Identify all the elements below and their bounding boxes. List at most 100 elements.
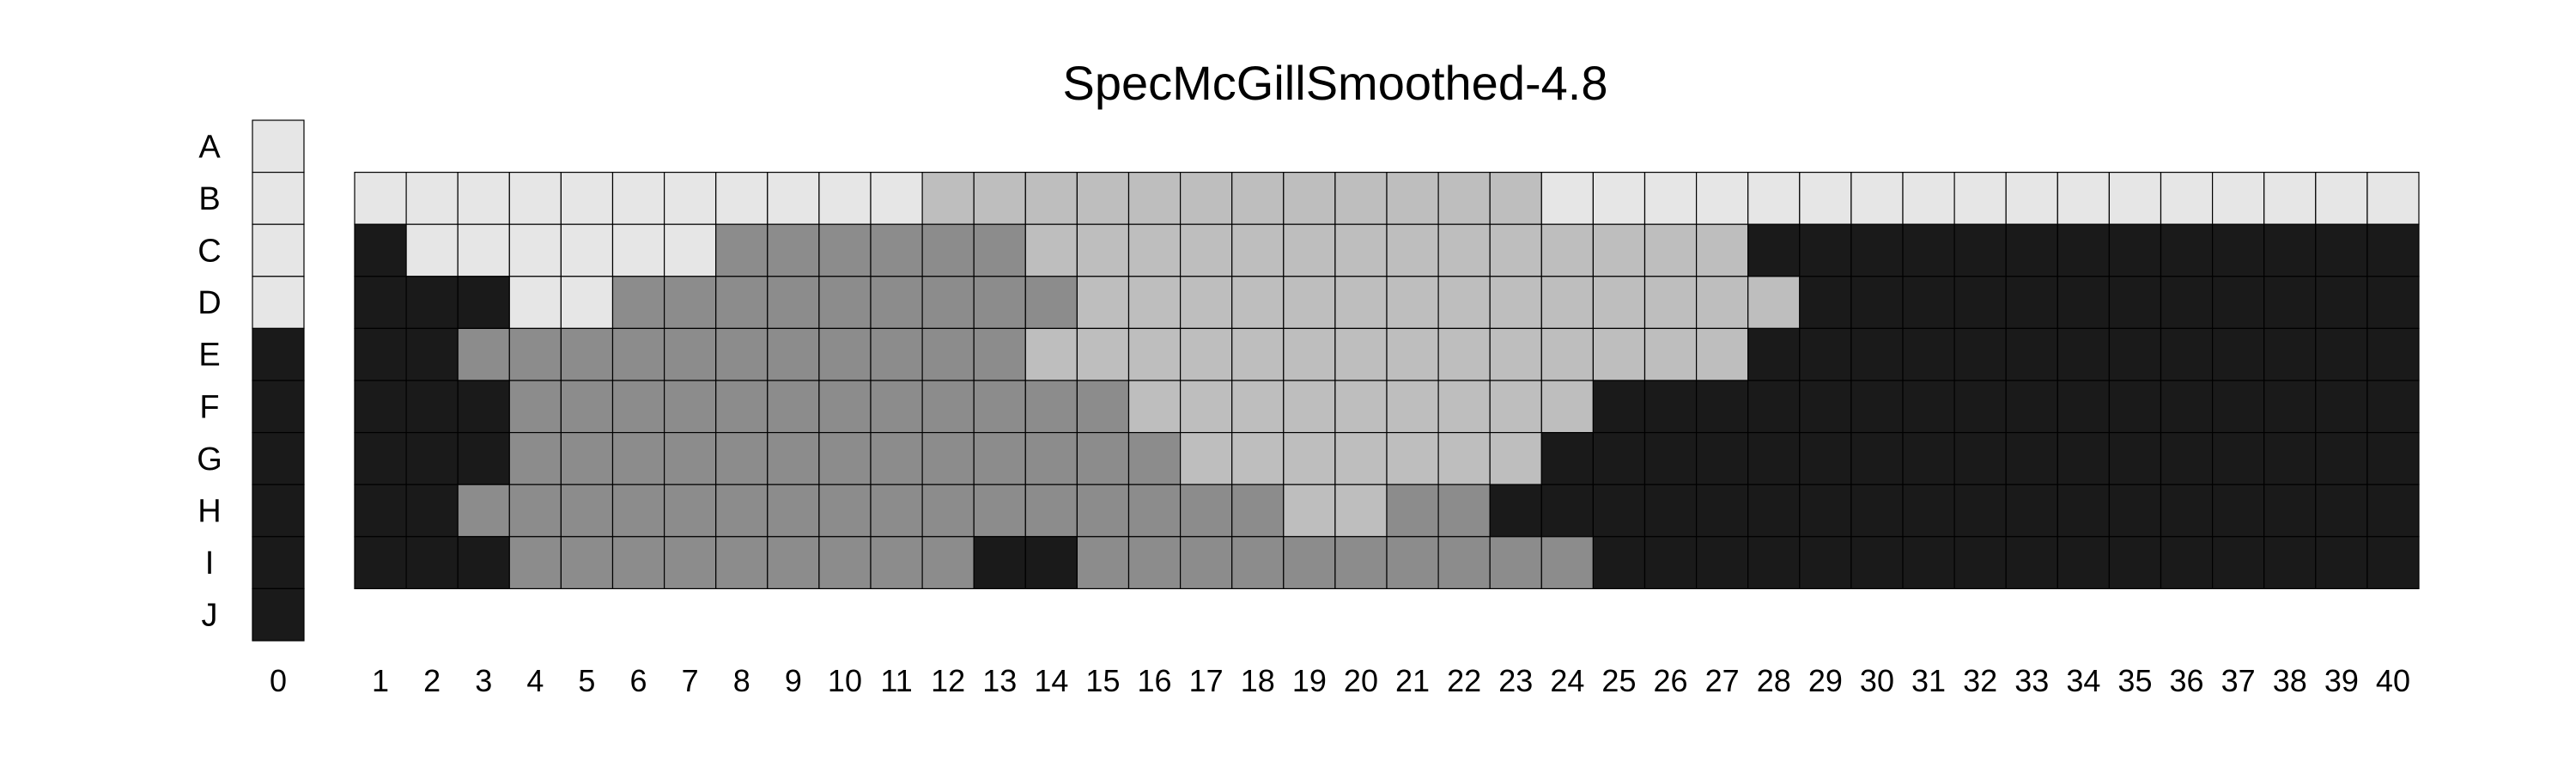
cell-i-38: [2263, 536, 2317, 589]
cell-c-14: [1024, 223, 1078, 277]
cell-b-6: [611, 172, 665, 225]
cell-d-4: [508, 276, 562, 329]
cell-i-3: [457, 536, 510, 589]
cell-e-36: [2160, 327, 2214, 381]
cell-h-18: [1231, 484, 1285, 538]
cell-d-26: [1643, 276, 1698, 329]
cell-h-36: [2160, 484, 2214, 538]
cell-e-8: [715, 327, 769, 381]
column-label-24: 24: [1550, 663, 1584, 698]
cell-b-18: [1231, 172, 1285, 225]
cell-c-15: [1076, 223, 1130, 277]
cell-b-1: [354, 172, 407, 225]
legend-cell-j: [252, 587, 305, 642]
cell-e-19: [1283, 327, 1336, 381]
cell-g-7: [663, 432, 717, 485]
cell-f-7: [663, 380, 717, 434]
cell-i-39: [2315, 536, 2368, 589]
cell-g-13: [973, 432, 1026, 485]
cell-g-25: [1592, 432, 1646, 485]
cell-g-11: [870, 432, 923, 485]
column-label-36: 36: [2170, 663, 2204, 698]
cell-i-27: [1695, 536, 1749, 589]
cell-i-21: [1386, 536, 1439, 589]
cell-i-20: [1334, 536, 1388, 589]
column-label-34: 34: [2066, 663, 2100, 698]
cell-c-31: [1902, 223, 1955, 277]
cell-e-25: [1592, 327, 1646, 381]
cell-f-2: [405, 380, 459, 434]
cell-d-7: [663, 276, 717, 329]
cell-b-32: [1953, 172, 2007, 225]
cell-f-25: [1592, 380, 1646, 434]
cell-h-2: [405, 484, 459, 538]
cell-f-18: [1231, 380, 1285, 434]
cell-d-10: [818, 276, 872, 329]
cell-b-36: [2160, 172, 2214, 225]
column-label-11: 11: [880, 663, 912, 698]
cell-d-23: [1489, 276, 1542, 329]
cell-g-21: [1386, 432, 1439, 485]
row-label-a: A: [198, 129, 221, 165]
cell-i-15: [1076, 536, 1130, 589]
cell-i-36: [2160, 536, 2214, 589]
column-label-29: 29: [1808, 663, 1843, 698]
cell-d-20: [1334, 276, 1388, 329]
cell-b-38: [2263, 172, 2317, 225]
cell-i-16: [1127, 536, 1182, 589]
cell-i-25: [1592, 536, 1646, 589]
cell-h-8: [715, 484, 769, 538]
row-label-e: E: [198, 338, 220, 374]
legend-column: [252, 119, 305, 642]
cell-f-37: [2212, 380, 2265, 434]
cell-c-33: [2005, 223, 2058, 277]
cell-h-34: [2057, 484, 2111, 538]
cell-f-40: [2366, 380, 2420, 434]
cell-e-15: [1076, 327, 1130, 381]
cell-h-21: [1386, 484, 1439, 538]
cell-h-10: [818, 484, 872, 538]
column-label-1: 1: [372, 663, 389, 698]
cell-i-26: [1643, 536, 1698, 589]
cell-g-40: [2366, 432, 2420, 485]
cell-f-17: [1179, 380, 1233, 434]
cell-i-22: [1437, 536, 1491, 589]
cell-c-13: [973, 223, 1026, 277]
cell-c-36: [2160, 223, 2214, 277]
cell-d-14: [1024, 276, 1078, 329]
cell-h-25: [1592, 484, 1646, 538]
cell-b-34: [2057, 172, 2111, 225]
cell-b-3: [457, 172, 510, 225]
cell-i-35: [2108, 536, 2162, 589]
column-label-27: 27: [1705, 663, 1740, 698]
cell-e-11: [870, 327, 923, 381]
column-label-25: 25: [1601, 663, 1636, 698]
cell-b-23: [1489, 172, 1542, 225]
cell-d-38: [2263, 276, 2317, 329]
column-label-17: 17: [1189, 663, 1224, 698]
column-label-21: 21: [1395, 663, 1430, 698]
cell-b-7: [663, 172, 717, 225]
cell-f-13: [973, 380, 1026, 434]
cell-i-1: [354, 536, 407, 589]
cell-b-25: [1592, 172, 1646, 225]
row-label-j: J: [202, 598, 218, 634]
cell-h-40: [2366, 484, 2420, 538]
cell-b-8: [715, 172, 769, 225]
column-labels: 0 1 2 3 4 5 6 7 8 9 10 11 12 13 14 15 16 17 18 19 20 21 22 23 24…: [270, 663, 2410, 698]
cell-c-4: [508, 223, 562, 277]
cell-g-39: [2315, 432, 2368, 485]
cell-e-29: [1799, 327, 1852, 381]
cell-e-14: [1024, 327, 1078, 381]
cell-h-24: [1540, 484, 1595, 538]
cell-i-24: [1540, 536, 1595, 589]
cell-b-2: [405, 172, 459, 225]
legend-cell-g: [252, 432, 305, 485]
column-label-9: 9: [785, 663, 802, 698]
cell-h-17: [1179, 484, 1233, 538]
cell-g-28: [1747, 432, 1801, 485]
legend-cell-f: [252, 380, 305, 434]
cell-c-7: [663, 223, 717, 277]
